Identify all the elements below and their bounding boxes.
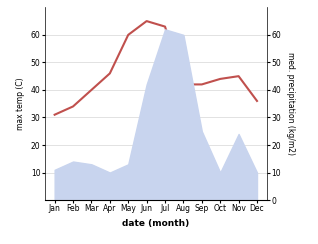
Y-axis label: max temp (C): max temp (C): [16, 77, 25, 130]
Y-axis label: med. precipitation (kg/m2): med. precipitation (kg/m2): [286, 52, 295, 155]
X-axis label: date (month): date (month): [122, 219, 190, 228]
